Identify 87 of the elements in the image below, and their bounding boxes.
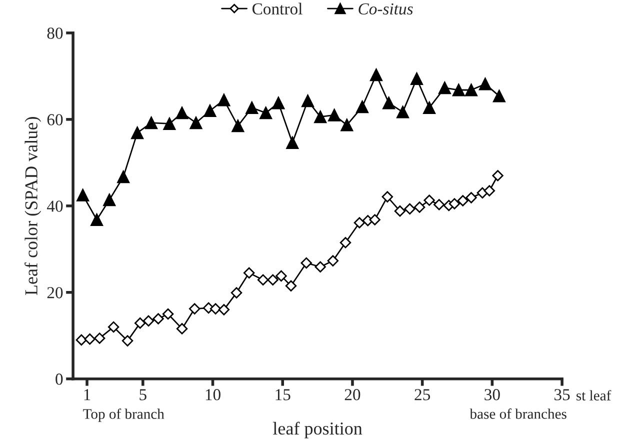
point — [286, 136, 299, 150]
point — [340, 118, 354, 132]
point — [260, 106, 272, 120]
point — [142, 315, 154, 327]
point — [188, 303, 200, 314]
text: st leaf — [576, 390, 612, 400]
point — [492, 170, 504, 182]
x-axis-title: leaf position — [273, 422, 362, 438]
point — [162, 308, 174, 320]
point — [276, 270, 287, 282]
point — [404, 203, 416, 215]
point — [340, 237, 352, 248]
point — [410, 72, 423, 86]
point — [396, 106, 410, 118]
point — [492, 90, 506, 102]
point — [394, 205, 406, 217]
x-tick-label: 10 — [206, 389, 220, 400]
point — [230, 287, 242, 298]
point — [103, 194, 116, 206]
point — [369, 214, 380, 226]
x-tick-label: 15 — [276, 389, 290, 400]
point — [382, 191, 394, 202]
point — [452, 84, 465, 96]
y-tick-label: 80 — [47, 28, 63, 39]
point — [327, 255, 339, 266]
point — [218, 304, 230, 316]
point — [370, 68, 382, 82]
point — [246, 101, 258, 114]
point — [414, 202, 426, 213]
point — [210, 303, 222, 314]
text: Top of branch — [83, 408, 164, 422]
point — [300, 257, 312, 269]
point — [267, 274, 278, 286]
y-tick-label: 0 — [56, 374, 63, 385]
point — [145, 116, 158, 130]
y-tick-label: 60 — [47, 114, 63, 126]
legend-label: Control — [252, 2, 302, 15]
point — [117, 170, 130, 184]
point — [232, 120, 244, 132]
point — [457, 195, 468, 206]
point — [108, 321, 120, 333]
point — [423, 101, 436, 114]
point — [424, 194, 435, 206]
point — [464, 84, 478, 96]
point — [204, 104, 216, 118]
point — [76, 188, 90, 202]
y-tick-label: 20 — [47, 287, 63, 298]
point — [176, 106, 188, 120]
point — [354, 217, 366, 228]
x-tick-label: 35 — [554, 389, 570, 400]
point — [448, 198, 460, 210]
point — [243, 267, 255, 279]
point — [131, 126, 144, 140]
point — [218, 94, 230, 106]
point — [257, 274, 269, 286]
point — [84, 333, 96, 345]
point — [122, 335, 134, 346]
point — [134, 317, 146, 329]
point — [314, 261, 326, 272]
point — [176, 323, 188, 334]
point — [94, 332, 106, 344]
x-tick-label: 30 — [484, 389, 500, 400]
y-axis-title: Leaf color (SPAD value) — [24, 117, 42, 296]
point — [433, 198, 445, 210]
point — [90, 213, 104, 226]
point — [356, 100, 369, 114]
x-tick-label: 1 — [84, 389, 90, 400]
point — [272, 96, 285, 110]
point — [438, 82, 451, 94]
x-tick-label: 20 — [344, 389, 360, 400]
point — [382, 96, 396, 110]
point — [466, 192, 477, 204]
x-tick-label: 5 — [140, 389, 146, 400]
point — [163, 117, 176, 130]
point — [314, 110, 327, 124]
point — [328, 108, 341, 122]
x-tick-label: 25 — [414, 389, 430, 400]
point — [152, 313, 164, 324]
y-tick-label: 40 — [46, 200, 63, 212]
legend-label: Co-situs — [358, 3, 413, 15]
point — [190, 116, 202, 130]
point — [478, 78, 492, 90]
point — [76, 334, 88, 346]
point — [302, 94, 314, 108]
point — [285, 280, 297, 292]
text: base of branches — [470, 408, 566, 419]
point — [484, 185, 496, 196]
